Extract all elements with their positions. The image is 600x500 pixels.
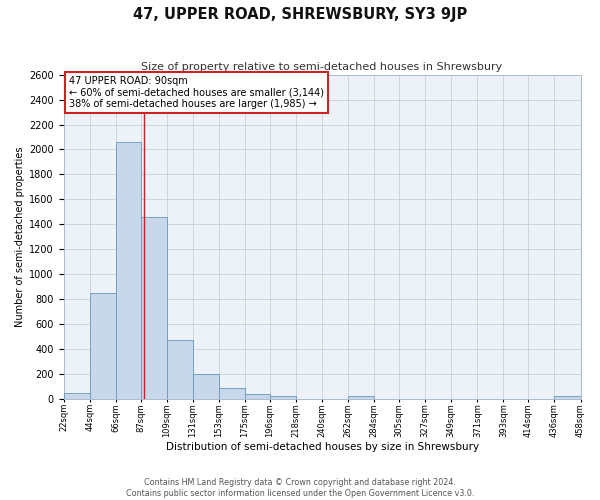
Bar: [167, 340, 193, 399]
Y-axis label: Number of semi-detached properties: Number of semi-detached properties: [15, 146, 25, 327]
Bar: [140, 217, 167, 399]
Bar: [116, 142, 140, 399]
Text: Contains HM Land Registry data © Crown copyright and database right 2024.
Contai: Contains HM Land Registry data © Crown c…: [126, 478, 474, 498]
Text: 47, UPPER ROAD, SHREWSBURY, SY3 9JP: 47, UPPER ROAD, SHREWSBURY, SY3 9JP: [133, 8, 467, 22]
Bar: [90, 293, 116, 399]
Bar: [193, 374, 219, 399]
Bar: [554, 396, 581, 399]
X-axis label: Distribution of semi-detached houses by size in Shrewsbury: Distribution of semi-detached houses by …: [166, 442, 479, 452]
Bar: [270, 396, 296, 399]
Bar: [348, 396, 374, 399]
Bar: [64, 392, 90, 399]
Bar: [245, 394, 270, 399]
Text: 47 UPPER ROAD: 90sqm
← 60% of semi-detached houses are smaller (3,144)
38% of se: 47 UPPER ROAD: 90sqm ← 60% of semi-detac…: [69, 76, 324, 110]
Title: Size of property relative to semi-detached houses in Shrewsbury: Size of property relative to semi-detach…: [142, 62, 503, 72]
Bar: [219, 388, 245, 399]
